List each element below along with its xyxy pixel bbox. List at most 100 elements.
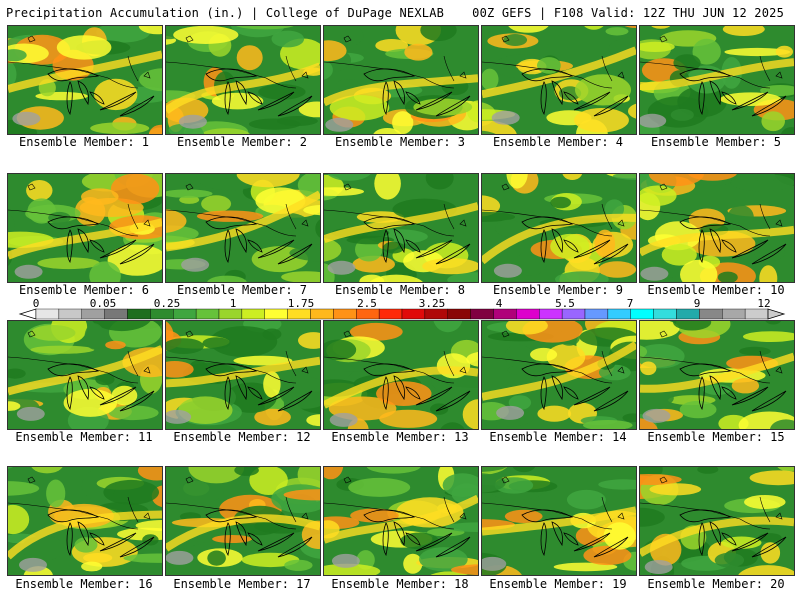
ensemble-member-map xyxy=(639,320,795,430)
ensemble-member-map xyxy=(639,466,795,576)
precipitation-field xyxy=(324,174,478,282)
ensemble-member-label: Ensemble Member: 20 xyxy=(647,577,785,591)
precipitation-field xyxy=(640,26,794,134)
precipitation-field xyxy=(8,26,162,134)
colorbar-swatch xyxy=(150,308,174,320)
colorbar-swatch xyxy=(584,308,609,320)
ensemble-member-label: Ensemble Member: 17 xyxy=(173,577,311,591)
ensemble-member-map xyxy=(165,173,321,283)
colorbar-swatch xyxy=(607,308,631,320)
ensemble-member-label: Ensemble Member: 10 xyxy=(647,283,785,297)
precipitation-field xyxy=(8,321,162,429)
colorbar-tick-label: 0 xyxy=(32,297,40,310)
precipitation-field xyxy=(482,321,636,429)
ensemble-member-label: Ensemble Member: 12 xyxy=(173,430,311,444)
header-run-info: 00Z GEFS | F108 Valid: 12Z THU JUN 12 20… xyxy=(472,6,784,20)
colorbar-swatch xyxy=(516,308,540,320)
colorbar-swatch xyxy=(630,308,654,320)
precipitation-field xyxy=(166,174,320,282)
ensemble-member-map xyxy=(165,25,321,135)
ensemble-member-map xyxy=(481,25,637,135)
precipitation-field xyxy=(166,467,320,575)
colorbar-swatch xyxy=(699,308,723,320)
precipitation-field xyxy=(640,174,794,282)
colorbar-tick-label: 5.5 xyxy=(555,297,575,310)
colorbar-swatch xyxy=(218,308,243,320)
precipitation-field xyxy=(640,467,794,575)
colorbar-swatch xyxy=(653,308,677,320)
ensemble-member-map xyxy=(323,173,479,283)
colorbar-swatch xyxy=(173,308,197,320)
colorbar-swatch xyxy=(356,308,380,320)
ensemble-member-map xyxy=(7,466,163,576)
ensemble-member-map xyxy=(165,320,321,430)
ensemble-member-label: Ensemble Member: 3 xyxy=(334,135,466,149)
colorbar-swatch xyxy=(310,308,334,320)
colorbar-swatch xyxy=(676,308,700,320)
colorbar-tick-label: 0.05 xyxy=(89,297,117,310)
colorbar-tick-labels: 0 0.05 0.25 1 1.75 2.5 3.25 4 5.5 7 9 12 xyxy=(0,297,800,311)
precipitation-field xyxy=(324,467,478,575)
ensemble-member-map xyxy=(7,320,163,430)
ensemble-member-map xyxy=(323,466,479,576)
colorbar-swatch xyxy=(744,308,769,320)
colorbar-tick-label: 0.25 xyxy=(153,297,181,310)
precipitation-field xyxy=(640,321,794,429)
colorbar-tick-label: 2.5 xyxy=(357,297,377,310)
ensemble-member-label: Ensemble Member: 11 xyxy=(15,430,153,444)
precipitation-field xyxy=(482,467,636,575)
ensemble-member-map xyxy=(7,25,163,135)
precipitation-field xyxy=(8,467,162,575)
colorbar-swatch xyxy=(493,308,517,320)
ensemble-member-label: Ensemble Member: 19 xyxy=(489,577,627,591)
ensemble-member-label: Ensemble Member: 16 xyxy=(15,577,153,591)
colorbar-swatch xyxy=(287,308,311,320)
colorbar-tick-label: 4 xyxy=(495,297,503,310)
ensemble-member-map xyxy=(481,466,637,576)
ensemble-member-label: Ensemble Member: 13 xyxy=(331,430,469,444)
colorbar-swatch xyxy=(447,308,471,320)
ensemble-member-label: Ensemble Member: 7 xyxy=(176,283,308,297)
ensemble-member-map xyxy=(165,466,321,576)
ensemble-member-map xyxy=(639,25,795,135)
colorbar-swatch xyxy=(561,308,586,320)
ensemble-member-map xyxy=(323,320,479,430)
colorbar-swatch xyxy=(401,308,426,320)
ensemble-member-label: Ensemble Member: 9 xyxy=(492,283,624,297)
ensemble-member-map xyxy=(481,320,637,430)
ensemble-member-map xyxy=(639,173,795,283)
precipitation-field xyxy=(166,26,320,134)
precipitation-field xyxy=(482,26,636,134)
colorbar-swatch xyxy=(470,308,494,320)
precipitation-field xyxy=(8,174,162,282)
colorbar-swatch xyxy=(264,308,288,320)
colorbar-swatch xyxy=(35,308,60,320)
ensemble-member-label: Ensemble Member: 15 xyxy=(647,430,785,444)
colorbar-swatch xyxy=(722,308,746,320)
colorbar-tick-label: 1.75 xyxy=(287,297,315,310)
colorbar-swatch xyxy=(195,308,220,320)
colorbar-tick-label: 12 xyxy=(757,297,771,310)
ensemble-member-label: Ensemble Member: 14 xyxy=(489,430,627,444)
precipitation-field xyxy=(482,174,636,282)
colorbar-max-arrow xyxy=(767,308,786,320)
colorbar-swatch xyxy=(127,308,151,320)
ensemble-member-label: Ensemble Member: 2 xyxy=(176,135,308,149)
colorbar-tick-label: 7 xyxy=(626,297,634,310)
colorbar-swatch xyxy=(333,308,357,320)
ensemble-member-label: Ensemble Member: 18 xyxy=(331,577,469,591)
colorbar-swatch xyxy=(378,308,403,320)
colorbar xyxy=(18,308,786,320)
precipitation-field xyxy=(324,26,478,134)
colorbar-tick-label: 1 xyxy=(229,297,237,310)
colorbar-swatch xyxy=(424,308,448,320)
ensemble-member-map xyxy=(323,25,479,135)
colorbar-swatch xyxy=(81,308,105,320)
header-title: Precipitation Accumulation (in.) | Colle… xyxy=(6,6,445,20)
ensemble-member-label: Ensemble Member: 8 xyxy=(334,283,466,297)
colorbar-swatch xyxy=(58,308,82,320)
precipitation-field xyxy=(324,321,478,429)
ensemble-member-map xyxy=(7,173,163,283)
colorbar-swatch xyxy=(104,308,128,320)
ensemble-member-label: Ensemble Member: 4 xyxy=(492,135,624,149)
